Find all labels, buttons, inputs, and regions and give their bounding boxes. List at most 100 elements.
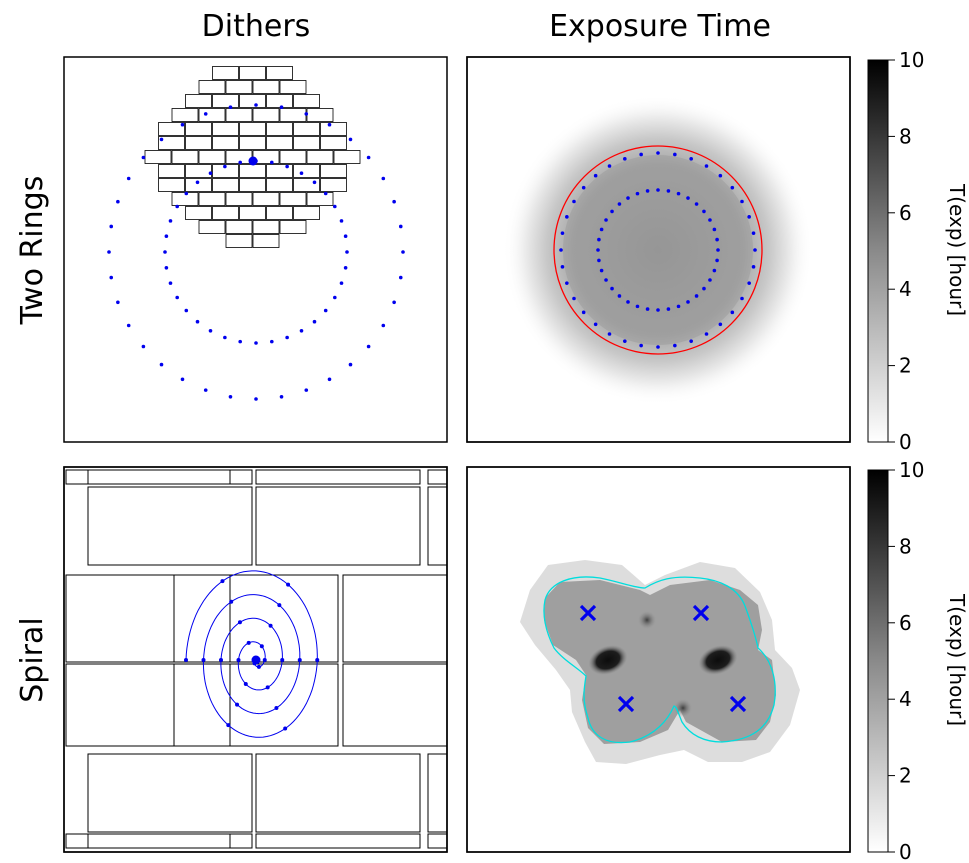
- dither-point: [285, 164, 289, 169]
- detector-tile: [158, 136, 185, 150]
- dither-point: [203, 388, 208, 392]
- detector-tile: [239, 164, 266, 178]
- detector-tile: [239, 122, 266, 136]
- detector-tile: [427, 469, 447, 485]
- dither-point: [730, 310, 735, 315]
- colorbar-tick-label: 2: [899, 354, 912, 378]
- detector-tile: [65, 574, 231, 663]
- spiral-point: [277, 603, 282, 608]
- dither-point: [565, 281, 569, 285]
- dither-point: [740, 296, 744, 301]
- detector-tile: [185, 122, 212, 136]
- colorbar-tick-label: 8: [899, 534, 912, 558]
- detector-tile: [212, 136, 239, 150]
- dither-point: [312, 180, 317, 185]
- detector-tile: [144, 150, 172, 164]
- dither-point: [327, 377, 332, 382]
- dither-rings-overlay: [559, 151, 757, 349]
- dither-point: [195, 319, 200, 324]
- detector-tile: [255, 469, 421, 485]
- detector-tile: [293, 136, 320, 150]
- col-title-dithers: Dithers: [202, 9, 311, 44]
- dither-point: [223, 164, 227, 169]
- dither-point: [109, 275, 114, 280]
- dither-point: [164, 266, 169, 270]
- spiral-point: [259, 644, 264, 649]
- dither-point: [279, 105, 284, 110]
- detector-tile: [185, 94, 212, 108]
- colorbar-tick-label: 10: [899, 48, 924, 72]
- dither-point: [610, 209, 614, 214]
- spiral-point: [268, 623, 273, 628]
- dither-point: [560, 231, 565, 235]
- colorbar-bottom: 0 2 4 6 8 10 T(exp) [hour]: [867, 458, 969, 863]
- detector-tile: [266, 66, 293, 80]
- detector-tile: [225, 220, 253, 234]
- dither-point: [228, 105, 233, 110]
- spiral-point: [286, 582, 291, 587]
- dither-point: [116, 300, 120, 305]
- spiral-point: [283, 726, 288, 731]
- dither-point: [323, 191, 328, 196]
- dither-point: [180, 122, 185, 127]
- dither-point: [323, 308, 328, 313]
- dither-point: [686, 300, 690, 304]
- dither-point: [180, 377, 185, 382]
- detector-tile: [212, 94, 239, 108]
- x-marker: [579, 604, 597, 622]
- dither-point: [708, 218, 712, 222]
- dither-point: [666, 189, 671, 193]
- dither-point: [228, 394, 233, 399]
- dither-point: [164, 234, 169, 238]
- dither-point: [339, 281, 344, 285]
- dither-point: [116, 199, 120, 204]
- dither-point: [401, 250, 405, 254]
- panel-spiral-dithers: [63, 466, 448, 853]
- dither-point: [702, 286, 706, 291]
- dither-point: [689, 157, 693, 161]
- dither-point: [238, 160, 242, 165]
- tile-grid: [144, 66, 361, 248]
- dither-point: [107, 250, 111, 254]
- detector-tile: [158, 178, 185, 192]
- detector-tile: [239, 206, 266, 220]
- detector-tile: [252, 80, 280, 94]
- spiral-point: [297, 658, 302, 662]
- dither-point: [597, 258, 601, 263]
- dither-point: [673, 152, 677, 157]
- detector-tile: [279, 108, 307, 122]
- detector-tile: [293, 178, 320, 192]
- detector-tile: [185, 164, 212, 178]
- dither-point: [718, 322, 723, 327]
- x-stroke: [617, 695, 635, 713]
- dither-point: [203, 112, 208, 116]
- x-marker: [617, 695, 635, 713]
- detector-tile: [255, 486, 421, 566]
- dither-point: [694, 202, 699, 206]
- detector-tile: [239, 66, 266, 80]
- dither-point: [626, 300, 630, 304]
- detector-tile: [225, 80, 253, 94]
- spiral-points: [184, 579, 320, 731]
- detector-tile: [266, 136, 293, 150]
- dither-point: [686, 196, 690, 200]
- dither-point: [126, 176, 131, 181]
- detector-tile: [185, 206, 212, 220]
- spiral-point: [184, 658, 188, 662]
- dither-point: [572, 199, 576, 204]
- detector-tile: [306, 192, 334, 206]
- dither-point: [343, 234, 348, 238]
- panel-two-rings-exposure: [466, 56, 851, 443]
- dither-point: [676, 304, 681, 309]
- dither-point: [175, 204, 179, 209]
- detector-tile: [65, 663, 231, 747]
- dither-point: [702, 209, 706, 214]
- detector-tile: [266, 206, 293, 220]
- dither-point: [348, 362, 353, 367]
- dither-point: [398, 224, 403, 229]
- detector-tile: [293, 206, 320, 220]
- detector-tile: [87, 469, 253, 485]
- cyan-outline: [543, 576, 776, 744]
- detector-tile: [427, 833, 447, 849]
- colorbar-tick-label: 4: [899, 277, 912, 301]
